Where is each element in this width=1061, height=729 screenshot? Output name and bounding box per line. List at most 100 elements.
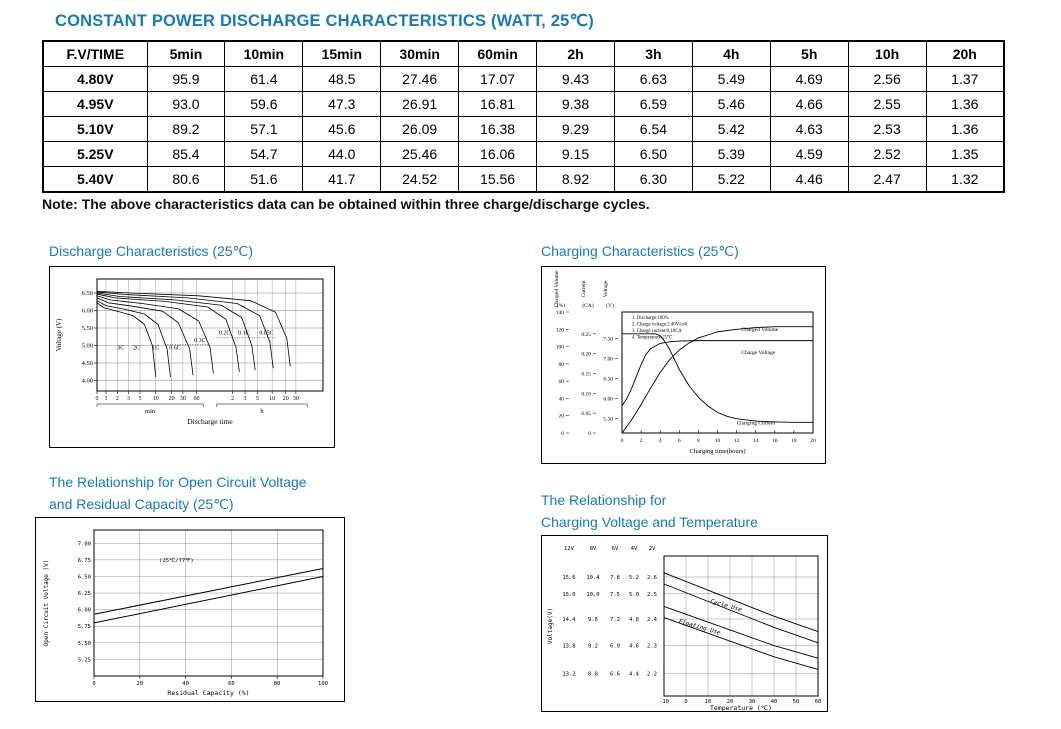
svg-text:Discharge time: Discharge time xyxy=(187,417,233,426)
svg-text:20: 20 xyxy=(559,414,565,420)
svg-text:40: 40 xyxy=(182,681,189,687)
svg-text:100: 100 xyxy=(556,345,565,351)
table-cell: 41.7 xyxy=(302,166,382,193)
svg-text:0.10: 0.10 xyxy=(581,391,591,397)
svg-text:5.00: 5.00 xyxy=(82,343,93,350)
svg-text:2: 2 xyxy=(116,396,119,402)
svg-text:6.00: 6.00 xyxy=(82,308,93,315)
temp-section-title: The Relationship for Charging Voltage an… xyxy=(541,489,758,533)
table-cell: 1.36 xyxy=(925,91,1005,117)
svg-text:Temperature (℃): Temperature (℃) xyxy=(710,704,772,711)
row-label: 4.80V xyxy=(42,66,148,92)
svg-text:5: 5 xyxy=(138,396,141,402)
table-cell: 85.4 xyxy=(146,141,226,167)
table-cell: 6.50 xyxy=(613,141,693,167)
svg-text:4.4: 4.4 xyxy=(629,672,640,678)
table-cell: 9.43 xyxy=(536,66,615,92)
ocv-chart-svg: 5.25 5.50 5.75 6.00 6.25 6.50 6.75 7.00 0 20 40 60 8… xyxy=(43,529,328,697)
svg-text:7.00: 7.00 xyxy=(603,357,613,363)
table-cell: 4.69 xyxy=(769,66,849,92)
charging-chart: Charged Volume (%) 140 120 100 80 60 40 20 0 Curre… xyxy=(541,266,826,464)
temp-chart: 12V 8V 6V 4V 2V 15.6 10.4 7.8 5.2 2.6 15.0 10.0 7.5 5… xyxy=(541,535,828,712)
svg-text:20: 20 xyxy=(169,396,175,402)
axes: 5.25 5.50 5.75 6.00 6.25 6.50 6.75 7.00 0 20 40 60 8… xyxy=(43,541,328,697)
table-cell: 80.6 xyxy=(146,166,226,193)
svg-text:8: 8 xyxy=(697,438,700,444)
table-header-row: F.V/TIME 5min 10min 15min 30min 60min 2h 3h 4h 5h… xyxy=(42,40,1005,67)
table-cell: 89.2 xyxy=(146,116,226,142)
svg-text:4. Temperature:25℃: 4. Temperature:25℃ xyxy=(632,335,673,341)
grid xyxy=(97,279,323,391)
svg-text:30: 30 xyxy=(180,396,186,402)
svg-text:15.6: 15.6 xyxy=(562,575,575,581)
svg-text:140: 140 xyxy=(556,310,565,316)
svg-text:(V): (V) xyxy=(606,302,614,309)
svg-text:6: 6 xyxy=(678,438,681,444)
svg-text:2V: 2V xyxy=(649,546,656,552)
svg-text:4.8: 4.8 xyxy=(629,617,639,623)
table-cell: 4.66 xyxy=(769,91,849,117)
svg-text:0: 0 xyxy=(96,396,99,402)
svg-text:13.2: 13.2 xyxy=(562,672,575,678)
svg-text:7.2: 7.2 xyxy=(610,617,620,623)
table-cell: 4.46 xyxy=(769,166,849,193)
svg-text:6.25: 6.25 xyxy=(78,591,91,597)
table-cell: 5.49 xyxy=(691,66,771,92)
table-cell: 16.81 xyxy=(458,91,538,117)
ocv-section-title: The Relationship for Open Circuit Voltag… xyxy=(49,471,307,515)
svg-text:Residual Capacity (%): Residual Capacity (%) xyxy=(167,689,249,697)
svg-text:Charged Volume: Charged Volume xyxy=(554,270,560,307)
table-col-header: 2h xyxy=(536,40,615,67)
svg-text:5.2: 5.2 xyxy=(629,575,639,581)
svg-text:60: 60 xyxy=(228,681,235,687)
svg-text:6.75: 6.75 xyxy=(78,558,91,564)
legend: 1. Discharge:100% 2. Charge voltage:2.40V… xyxy=(632,316,688,341)
table-cell: 2.53 xyxy=(847,116,927,142)
svg-text:120: 120 xyxy=(556,327,565,333)
svg-text:40: 40 xyxy=(771,699,778,705)
table-col-header: 10h xyxy=(847,40,927,67)
svg-text:2: 2 xyxy=(640,438,643,444)
svg-text:0.1C: 0.1C xyxy=(238,330,250,336)
svg-text:2.3: 2.3 xyxy=(647,644,657,650)
table-cell: 2.47 xyxy=(847,166,927,193)
table-cell: 8.92 xyxy=(536,166,615,193)
svg-text:10: 10 xyxy=(705,699,712,705)
svg-text:0: 0 xyxy=(684,699,687,705)
svg-text:2.5: 2.5 xyxy=(647,592,657,598)
table-corner-header: F.V/TIME xyxy=(42,40,148,67)
grid xyxy=(93,530,324,676)
svg-text:2.4: 2.4 xyxy=(647,617,658,623)
svg-text:Voltage(V): Voltage(V) xyxy=(547,608,554,644)
svg-text:6.00: 6.00 xyxy=(603,397,613,403)
row-label: 5.10V xyxy=(42,116,148,142)
table-col-header: 20h xyxy=(925,40,1005,67)
svg-text:4V: 4V xyxy=(631,546,638,552)
table-cell: 48.5 xyxy=(302,66,382,92)
svg-text:9.6: 9.6 xyxy=(588,617,598,623)
temp-section-title-line2: Charging Voltage and Temperature xyxy=(541,514,758,530)
svg-text:50: 50 xyxy=(793,699,800,705)
svg-text:Voltage (V): Voltage (V) xyxy=(55,318,63,351)
table-cell: 45.6 xyxy=(302,116,382,142)
svg-text:0.6C: 0.6C xyxy=(169,346,181,352)
svg-text:8V: 8V xyxy=(590,546,597,552)
svg-text:0: 0 xyxy=(92,681,95,687)
svg-text:7.00: 7.00 xyxy=(78,541,91,547)
ocv-section-title-line2: and Residual Capacity (25℃) xyxy=(49,496,234,512)
svg-text:18: 18 xyxy=(791,438,797,444)
table-cell: 15.56 xyxy=(458,166,538,193)
table-cell: 44.0 xyxy=(302,141,382,167)
table-row: 5.10V 89.2 57.1 45.6 26.09 16.38 9.29 6.54 5.42 4… xyxy=(42,116,1005,142)
svg-text:1C: 1C xyxy=(152,346,159,352)
table-col-header: 10min xyxy=(224,40,304,67)
svg-text:9.2: 9.2 xyxy=(588,644,598,650)
table-cell: 2.56 xyxy=(847,66,927,92)
svg-text:20: 20 xyxy=(810,438,816,444)
table-cell: 9.15 xyxy=(536,141,615,167)
svg-text:20: 20 xyxy=(727,699,734,705)
svg-text:1. Discharge:100%: 1. Discharge:100% xyxy=(632,316,669,321)
svg-text:min: min xyxy=(145,408,156,415)
charging-chart-svg: Charged Volume(%)140120100806040200Curre… xyxy=(554,270,816,455)
